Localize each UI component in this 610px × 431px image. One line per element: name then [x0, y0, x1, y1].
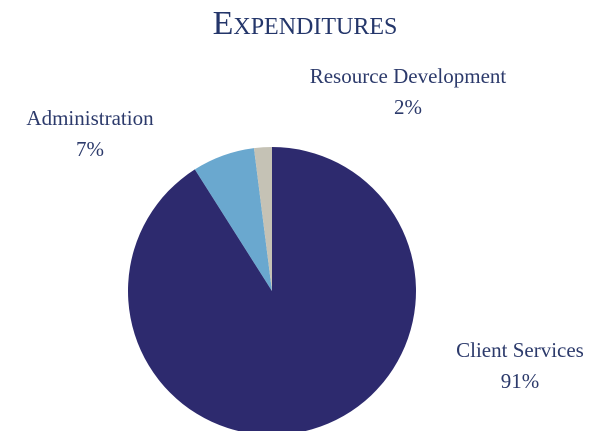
chart-title: Expenditures [213, 5, 398, 42]
slice-label: Client Services [456, 338, 584, 362]
slice-value-label: 2% [394, 95, 422, 119]
slice-value-label: 91% [501, 369, 540, 393]
pie-slice [128, 147, 416, 431]
pie-slice [253, 147, 272, 291]
pie-slice [194, 148, 272, 291]
slice-label: Resource Development [310, 64, 507, 88]
slice-value-label: 7% [76, 137, 104, 161]
slice-label: Administration [26, 106, 154, 130]
